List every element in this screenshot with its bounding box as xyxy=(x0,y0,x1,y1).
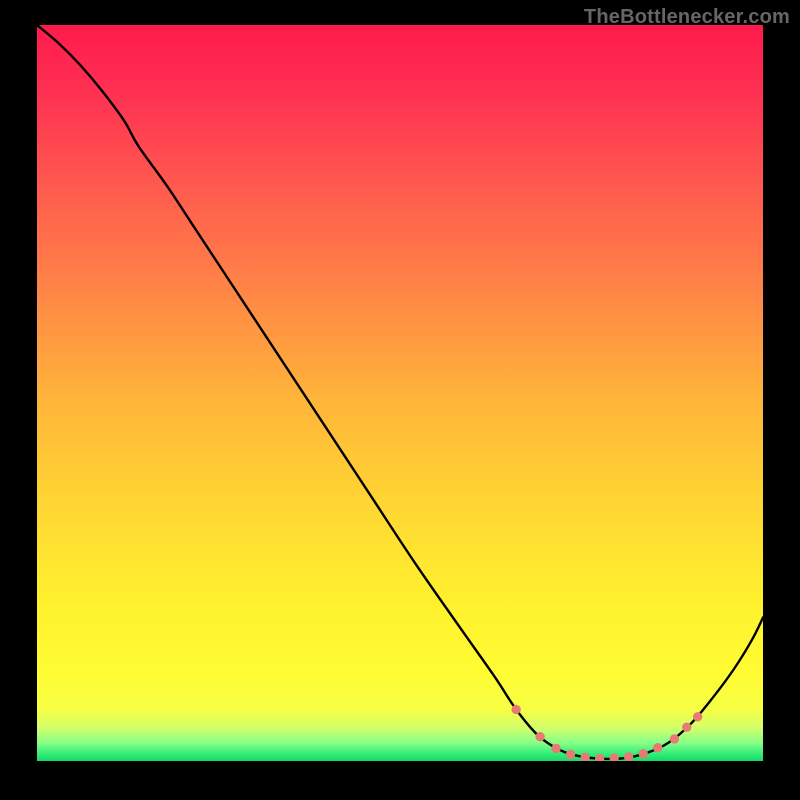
marker-dot xyxy=(581,753,589,761)
marker-dot xyxy=(639,749,647,757)
marker-dot xyxy=(624,753,632,761)
marker-dot xyxy=(552,744,560,752)
marker-dot xyxy=(566,750,574,758)
stage: TheBottlenecker.com xyxy=(0,0,800,800)
marker-dot xyxy=(654,744,662,752)
marker-dot xyxy=(536,733,544,741)
gradient-background xyxy=(37,25,763,761)
plot-area xyxy=(37,25,763,761)
chart-svg xyxy=(37,25,763,761)
marker-dot xyxy=(595,754,603,761)
marker-dot xyxy=(670,735,678,743)
marker-dot xyxy=(610,754,618,761)
marker-dot xyxy=(683,723,691,731)
marker-dot xyxy=(693,713,701,721)
marker-dot xyxy=(512,705,520,713)
